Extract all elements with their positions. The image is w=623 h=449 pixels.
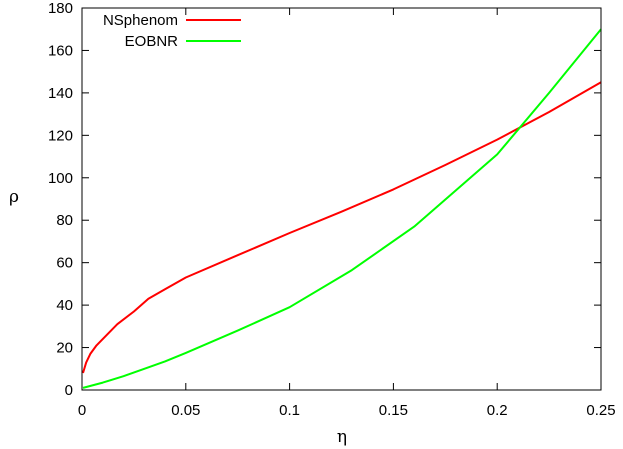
- y-axis-label: ρ: [9, 187, 19, 207]
- ticks-layer: 0 0.05 0.1 0.15 0.2 0.25 0 20 40 60 80 100 120 140 160…: [48, 0, 616, 419]
- legend-label-nsphenom: NSphenom: [103, 12, 178, 29]
- series-layer: [82, 28, 602, 389]
- x-tick-label: 0.05: [171, 402, 200, 419]
- x-tick-label: 0.25: [586, 402, 615, 419]
- y-tick-label: 60: [56, 255, 73, 272]
- x-axis-label: η: [337, 427, 347, 447]
- y-tick-label: 120: [48, 127, 73, 144]
- x-tick-label: 0.1: [279, 402, 300, 419]
- y-tick-label: 100: [48, 170, 73, 187]
- legend: NSphenom EOBNR: [103, 12, 241, 50]
- x-tick-label: 0: [78, 402, 86, 419]
- y-tick-label: 0: [65, 382, 73, 399]
- y-tick-label: 180: [48, 0, 73, 17]
- x-tick-label: 0.15: [379, 402, 408, 419]
- legend-label-eobnr: EOBNR: [125, 33, 179, 50]
- series-line-nsphenom: [82, 81, 602, 374]
- y-tick-label: 160: [48, 42, 73, 59]
- y-tick-label: 140: [48, 85, 73, 102]
- y-tick-label: 80: [56, 212, 73, 229]
- y-tick-label: 40: [56, 297, 73, 314]
- plot-frame: [81, 7, 602, 391]
- x-tick-label: 0.2: [487, 402, 508, 419]
- series-line-eobnr: [82, 28, 602, 389]
- y-tick-label: 20: [56, 340, 73, 357]
